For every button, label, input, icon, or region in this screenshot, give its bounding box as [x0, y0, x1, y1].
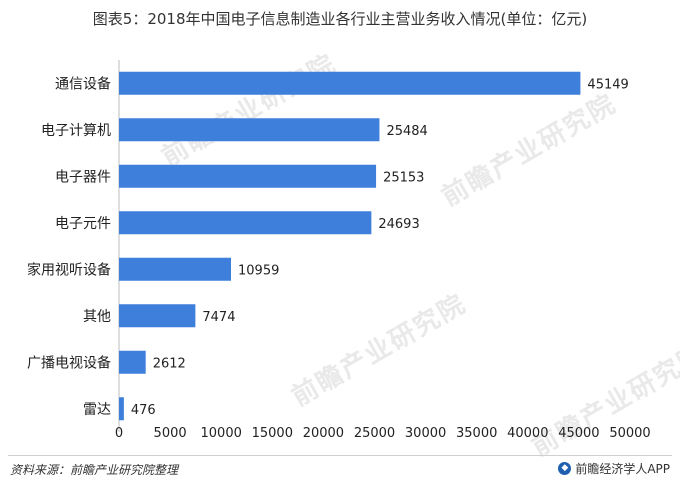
bar	[119, 257, 232, 281]
brand-name: 前瞻经济学人APP	[575, 462, 670, 476]
chart-title: 图表5：2018年中国电子信息制造业各行业主营业务收入情况(单位：亿元)	[92, 10, 588, 28]
x-tick-label: 15000	[252, 426, 293, 441]
data-label: 25153	[383, 170, 424, 185]
x-tick-label: 0	[115, 426, 123, 441]
category-label: 通信设备	[55, 75, 111, 92]
footer-divider	[8, 455, 672, 456]
data-label: 2612	[153, 356, 186, 371]
category-label: 广播电视设备	[27, 354, 111, 371]
data-label: 476	[131, 403, 156, 418]
category-label: 雷达	[83, 402, 111, 418]
data-label: 10959	[238, 263, 279, 278]
category-label: 电子计算机	[41, 123, 111, 139]
x-tick-label: 20000	[303, 426, 344, 441]
x-tick-label: 30000	[405, 426, 446, 441]
bar	[119, 164, 377, 188]
bar	[119, 71, 581, 95]
data-label: 24693	[378, 217, 419, 232]
category-label: 其他	[83, 309, 111, 325]
x-tick-label: 40000	[507, 426, 548, 441]
category-label: 电子元件	[55, 216, 111, 232]
brand: ◆ 前瞻经济学人APP	[558, 460, 670, 477]
bar	[119, 397, 124, 421]
bar	[119, 118, 380, 142]
data-label: 25484	[386, 124, 427, 139]
bar	[119, 211, 372, 235]
category-label: 电子器件	[55, 169, 111, 185]
brand-logo-icon: ◆	[558, 462, 572, 475]
x-tick-label: 45000	[558, 426, 599, 441]
x-tick-label: 5000	[154, 426, 187, 441]
x-tick-label: 10000	[201, 426, 242, 441]
bar	[119, 304, 196, 328]
source-note: 资料来源：前瞻产业研究院整理	[10, 463, 179, 477]
x-tick-label: 50000	[609, 426, 650, 441]
bar	[119, 350, 146, 374]
data-label: 45149	[587, 77, 628, 92]
data-label: 7474	[202, 310, 235, 325]
x-tick-label: 25000	[354, 426, 395, 441]
x-tick-label: 35000	[456, 426, 497, 441]
category-label: 家用视听设备	[27, 261, 111, 278]
